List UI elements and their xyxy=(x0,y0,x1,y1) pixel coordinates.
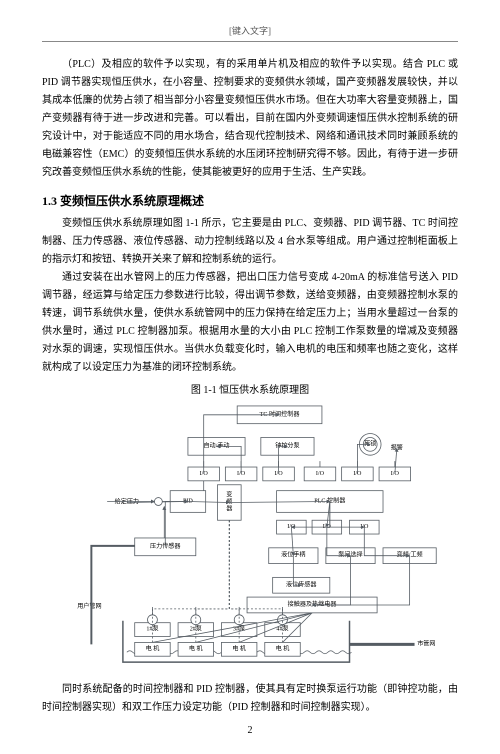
svg-text:液位传感器: 液位传感器 xyxy=(286,580,316,588)
page-header: [键入文字] xyxy=(42,24,458,42)
svg-text:电 机: 电 机 xyxy=(146,644,160,652)
svg-text:电 机: 电 机 xyxy=(232,644,246,652)
svg-text:死锁: 死锁 xyxy=(364,439,376,447)
figure-1-1-diagram: TC 时间控制器自动/手动钟控分泵报警死锁I/OI/OI/OI/OI/OI/O给… xyxy=(42,402,458,670)
svg-text:市管网: 市管网 xyxy=(417,639,435,647)
figure-1-1-caption: 图 1-1 恒压供水系统原理图 xyxy=(42,381,458,396)
svg-text:器: 器 xyxy=(226,505,232,512)
svg-text:TC 时间控制器: TC 时间控制器 xyxy=(260,410,300,418)
svg-text:用户管网: 用户管网 xyxy=(77,602,101,610)
para-3: 通过安装在出水管网上的压力传感器，把出口压力信号变成 4-20mA 的标准信号送… xyxy=(42,269,458,377)
svg-text:频: 频 xyxy=(226,498,232,506)
para-2: 变频恒压供水系统原理如图 1-1 所示，它主要是由 PLC、变频器、PID 调节… xyxy=(42,215,458,269)
para-4: 同时系统配备的时间控制器和 PID 控制器，使其具有定时换泵运行功能（即钟控功能… xyxy=(42,681,458,717)
svg-text:接触器及热继电器: 接触器及热继电器 xyxy=(288,600,337,608)
page-number: 2 xyxy=(42,725,458,736)
section-1-3-heading: 1.3 变频恒压供水系统原理概述 xyxy=(42,192,458,209)
svg-text:自动/手动: 自动/手动 xyxy=(203,441,229,449)
svg-text:变: 变 xyxy=(226,491,232,499)
svg-text:电 机: 电 机 xyxy=(276,644,290,652)
svg-text:电 机: 电 机 xyxy=(189,644,203,652)
para-1: （PLC）及相应的软件予以实现，有的采用单片机及相应的软件予以实现。结合 PLC… xyxy=(42,56,458,182)
svg-text:I/O: I/O xyxy=(316,471,325,477)
